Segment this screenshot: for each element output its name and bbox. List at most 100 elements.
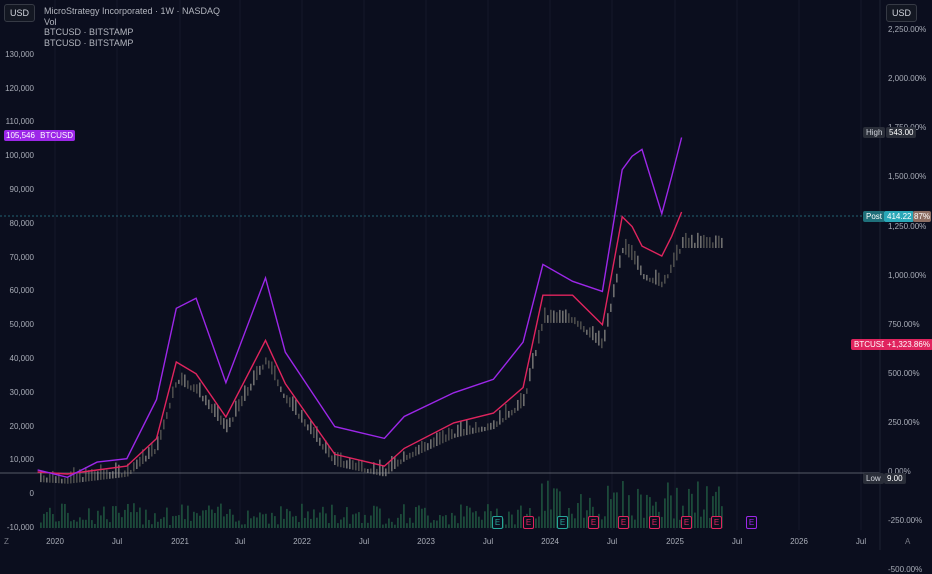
candle <box>136 459 138 470</box>
volume-bar <box>61 503 63 528</box>
candle <box>256 366 258 381</box>
time-axis-tick: 2022 <box>293 537 311 546</box>
time-axis-tick: Jul <box>482 537 494 546</box>
volume-bar <box>478 516 480 528</box>
legend-compare-1[interactable]: BTCUSD · BITSTAMP <box>44 27 134 37</box>
volume-bar <box>571 513 573 528</box>
candle <box>154 449 156 455</box>
volume-bar <box>607 485 609 528</box>
candle <box>304 419 306 427</box>
volume-bar <box>97 510 99 528</box>
left-axis-tick: -10,000 <box>6 523 34 532</box>
volume-bar <box>481 519 483 528</box>
volume-bar <box>421 508 423 528</box>
earnings-event-marker[interactable]: E <box>523 516 534 529</box>
candle <box>544 307 546 323</box>
candle <box>421 440 423 453</box>
candle <box>241 395 243 407</box>
volume-bar <box>181 504 183 528</box>
volume-bar <box>172 516 174 528</box>
candle <box>460 420 462 437</box>
timezone-corner[interactable]: Z <box>4 537 9 546</box>
btc-price-tag: 105,546 BTCUSD <box>4 130 76 141</box>
candle <box>97 471 99 481</box>
earnings-event-marker[interactable]: E <box>618 516 629 529</box>
candle <box>343 460 345 468</box>
candle <box>337 452 339 467</box>
earnings-event-marker[interactable]: E <box>681 516 692 529</box>
volume-bar <box>343 517 345 528</box>
volume-bar <box>688 488 690 528</box>
volume-bar <box>445 515 447 528</box>
candle <box>424 442 426 452</box>
candle <box>400 459 402 465</box>
candle <box>319 437 321 446</box>
earnings-event-marker[interactable]: E <box>746 516 757 529</box>
candle <box>310 420 312 435</box>
candle <box>631 245 633 261</box>
volume-bar <box>235 521 237 528</box>
volume-bar <box>157 521 159 528</box>
candle <box>589 327 591 338</box>
volume-bar <box>508 511 510 528</box>
volume-bar <box>79 517 81 528</box>
candle <box>520 392 522 409</box>
btc-price-value: 105,546 <box>6 131 35 140</box>
candle <box>628 243 630 258</box>
candle <box>619 255 621 268</box>
volume-bar <box>226 513 228 528</box>
volume-bar <box>112 506 114 528</box>
candle <box>406 454 408 460</box>
left-axis-tick: 60,000 <box>9 286 34 296</box>
volume-bar <box>325 513 327 528</box>
legend-main-symbol[interactable]: MicroStrategy Incorporated · 1W · NASDAQ <box>44 6 221 16</box>
candle <box>625 238 627 255</box>
legend-volume[interactable]: Vol <box>44 16 57 27</box>
candle <box>358 460 360 472</box>
volume-bar <box>670 495 672 528</box>
candle <box>322 444 324 450</box>
time-axis-tick: 2024 <box>541 537 559 546</box>
candle <box>463 428 465 436</box>
volume-bar <box>103 506 105 528</box>
earnings-event-marker[interactable]: E <box>557 516 568 529</box>
time-axis-tick: Jul <box>358 537 370 546</box>
volume-bar <box>292 516 294 528</box>
earnings-event-marker[interactable]: E <box>588 516 599 529</box>
volume-bar <box>403 504 405 528</box>
volume-bar <box>85 519 87 528</box>
candle <box>679 248 681 254</box>
candle <box>538 329 540 344</box>
candle <box>265 357 267 365</box>
candle <box>112 471 114 479</box>
candle <box>220 415 222 425</box>
candle <box>517 399 519 411</box>
candle <box>709 237 711 248</box>
volume-bar <box>238 520 240 528</box>
left-unit-button[interactable]: USD <box>4 4 36 22</box>
price-chart[interactable] <box>0 0 932 550</box>
volume-bar <box>349 523 351 528</box>
earnings-event-marker[interactable]: E <box>492 516 503 529</box>
left-axis-tick: 100,000 <box>5 151 34 161</box>
candle <box>208 399 210 410</box>
volume-bar <box>616 492 618 528</box>
candlesticks <box>40 232 723 484</box>
earnings-event-marker[interactable]: E <box>711 516 722 529</box>
right-unit-button[interactable]: USD <box>886 4 918 22</box>
candle <box>598 330 600 346</box>
candle <box>205 395 207 406</box>
legend-compare-2[interactable]: BTCUSD · BITSTAMP <box>44 37 134 48</box>
volume-bar <box>109 522 111 528</box>
candle <box>676 244 678 261</box>
volume-bar <box>259 512 261 528</box>
volume-bar <box>586 510 588 528</box>
candle <box>325 440 327 454</box>
volume-bar <box>427 515 429 528</box>
candle <box>448 427 450 441</box>
candle <box>553 310 555 323</box>
volume-bar <box>178 515 180 528</box>
auto-scale-corner[interactable]: A <box>905 537 911 546</box>
volume-bar <box>640 494 642 528</box>
earnings-event-marker[interactable]: E <box>649 516 660 529</box>
